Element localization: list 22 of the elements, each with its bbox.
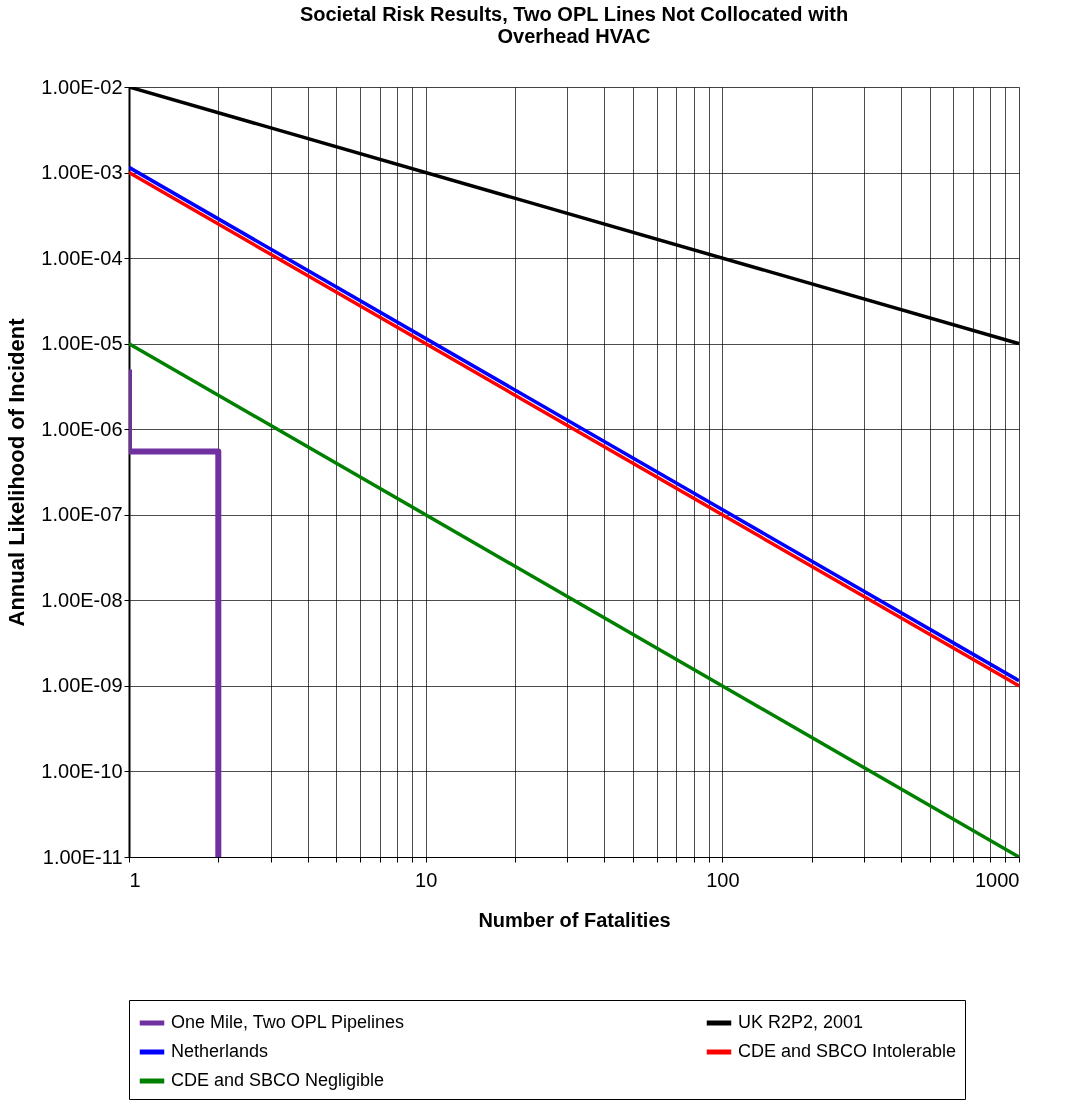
y-tick-label: 1.00E-02 [41, 75, 123, 98]
y-tick-label: 1.00E-11 [42, 845, 123, 868]
y-tick-label: 1.00E-06 [41, 417, 123, 440]
y-tick-label: 1.00E-08 [41, 588, 123, 611]
y-tick-label: 1.00E-04 [41, 246, 123, 269]
x-tick-label: 100 [706, 868, 740, 891]
y-tick-label: 1.00E-10 [41, 759, 123, 782]
y-tick-label: 1.00E-07 [41, 503, 123, 526]
legend-label: Netherlands [171, 1041, 269, 1061]
x-tick-label: 10 [415, 868, 438, 891]
x-tick-label: 1000 [975, 868, 1020, 891]
legend-label: CDE and SBCO Intolerable [738, 1041, 957, 1061]
y-tick-label: 1.00E-09 [41, 674, 123, 697]
legend-label: CDE and SBCO Negligible [171, 1070, 385, 1090]
y-axis-title: Annual Likelihood of Incident [4, 317, 30, 627]
y-tick-label: 1.00E-05 [41, 332, 123, 355]
x-tick-label: 1 [129, 868, 141, 891]
legend-label: UK R2P2, 2001 [738, 1012, 864, 1032]
x-axis-title: Number of Fatalities [478, 908, 671, 931]
chart-title: Societal Risk Results, Two OPL Lines Not Collocated with Overhead HVAC [299, 3, 849, 47]
legend-label: One Mile, Two OPL Pipelines [171, 1012, 405, 1032]
y-tick-label: 1.00E-03 [41, 161, 123, 184]
